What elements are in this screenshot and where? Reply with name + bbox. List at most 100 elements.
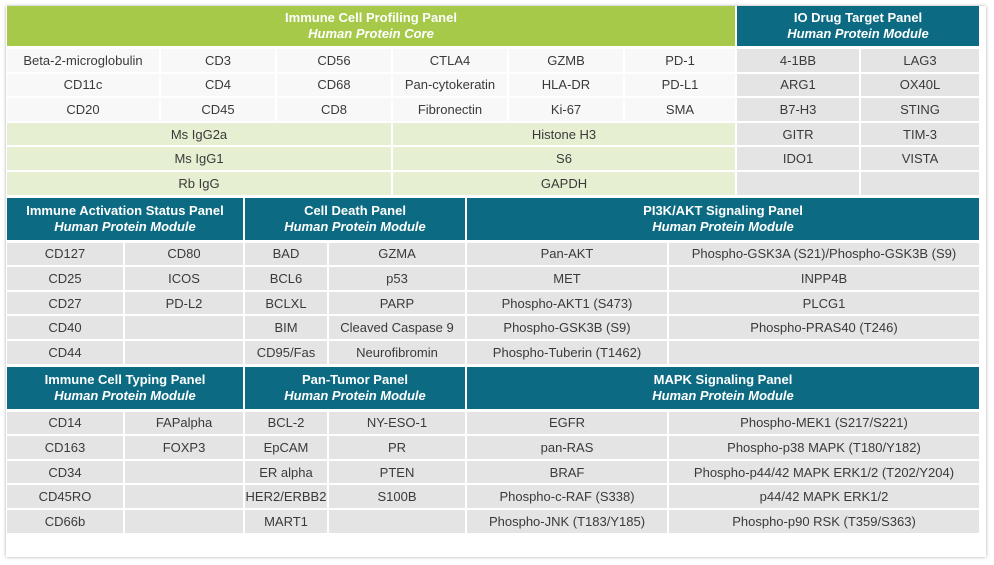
io-drug-cell: IDO1 [737,147,859,170]
immune-typing-header-subtitle: Human Protein Module [54,387,196,403]
panel-table: Immune Cell Profiling Panel Human Protein… [6,6,986,557]
profiling-marker-cell: Beta-2-microglobulin [7,49,159,72]
mapk-cell: Phospho-p90 RSK (T359/S363) [669,510,979,533]
cell-death-cell: BAD [245,242,327,266]
profiling-marker-cell: GZMB [509,49,623,72]
immune-activation-header-subtitle: Human Protein Module [54,218,196,234]
immune-activation-cell [125,341,243,364]
immune-typing-header-title: Immune Cell Typing Panel [44,371,206,387]
immune-typing-cell: CD45RO [7,485,123,508]
profiling-marker-cell: PD-L1 [625,73,735,97]
pan-tumor-cell: EpCAM [245,436,327,459]
immune-activation-cell: CD25 [7,267,123,290]
immune-activation-header: Immune Activation Status Panel Human Prot… [7,197,243,240]
profiling-marker-cell: CD68 [277,73,391,97]
profiling-control-cell: Ms IgG2a [7,122,391,146]
pi3k-akt-cell: Phospho-GSK3B (S9) [467,316,667,339]
profiling-marker-cell: Pan-cytokeratin [393,73,507,97]
pi3k-akt-cell: Phospho-GSK3A (S21)/Phospho-GSK3B (S9) [669,242,979,266]
mapk-cell: p44/42 MAPK ERK1/2 [669,485,979,508]
profiling-marker-cell: CD3 [161,49,275,72]
cell-death-cell: GZMA [329,242,465,266]
pan-tumor-cell: HER2/ERBB2 [245,485,327,508]
immune-typing-cell: CD14 [7,411,123,435]
immune-activation-cell: CD80 [125,242,243,266]
immune-activation-cell: CD127 [7,242,123,266]
cell-death-cell: BCLXL [245,291,327,315]
pan-tumor-header-title: Pan-Tumor Panel [302,371,408,387]
profiling-marker-cell: CD56 [277,49,391,72]
io-drug-empty-cell [861,172,979,195]
immune-activation-cell: PD-L2 [125,291,243,315]
immune-typing-cell: CD163 [7,436,123,459]
pi3k-akt-cell: Phospho-AKT1 (S473) [467,291,667,315]
profiling-marker-cell: PD-1 [625,49,735,72]
profiling-marker-cell: Fibronectin [393,98,507,121]
io-drug-cell: 4-1BB [737,49,859,72]
pan-tumor-cell: MART1 [245,510,327,533]
immune-typing-cell: CD66b [7,510,123,533]
mapk-cell: Phospho-MEK1 (S217/S221) [669,411,979,435]
io-drug-header: IO Drug Target Panel Human Protein Module [737,6,979,46]
profiling-marker-cell: SMA [625,98,735,121]
immune-typing-cell: FOXP3 [125,436,243,459]
profiling-marker-cell: CD11c [7,73,159,97]
profiling-marker-cell: CD45 [161,98,275,121]
pi3k-akt-cell: INPP4B [669,267,979,290]
io-drug-cell: STING [861,98,979,121]
immune-activation-cell: CD27 [7,291,123,315]
profiling-marker-cell: CD4 [161,73,275,97]
profiling-control-cell: GAPDH [393,172,735,195]
profiling-marker-cell: CTLA4 [393,49,507,72]
pan-tumor-cell: NY-ESO-1 [329,411,465,435]
pan-tumor-cell: BCL-2 [245,411,327,435]
pi3k-akt-cell: MET [467,267,667,290]
cell-death-cell: PARP [329,291,465,315]
io-drug-cell: OX40L [861,73,979,97]
immune-activation-cell: CD40 [7,316,123,339]
io-drug-cell: TIM-3 [861,122,979,146]
pan-tumor-cell [329,510,465,533]
profiling-control-cell: Ms IgG1 [7,147,391,170]
immune-activation-cell: ICOS [125,267,243,290]
io-drug-cell: LAG3 [861,49,979,72]
io-drug-cell: ARG1 [737,73,859,97]
immune-typing-cell [125,510,243,533]
io-drug-header-subtitle: Human Protein Module [787,26,929,41]
profiling-marker-cell: HLA-DR [509,73,623,97]
immune-profiling-header-title: Immune Cell Profiling Panel [285,10,457,25]
mapk-cell: pan-RAS [467,436,667,459]
profiling-marker-cell: CD8 [277,98,391,121]
mapk-cell: BRAF [467,460,667,484]
immune-activation-cell: CD44 [7,341,123,364]
mapk-header: MAPK Signaling Panel Human Protein Module [467,366,979,409]
pan-tumor-cell: S100B [329,485,465,508]
cell-death-cell: p53 [329,267,465,290]
pi3k-akt-header: PI3K/AKT Signaling Panel Human Protein Mo… [467,197,979,240]
immune-profiling-header: Immune Cell Profiling Panel Human Protein… [7,6,735,46]
immune-profiling-header-subtitle: Human Protein Core [308,26,434,41]
profiling-control-cell: Histone H3 [393,122,735,146]
cell-death-header-subtitle: Human Protein Module [284,218,426,234]
cell-death-cell: BCL6 [245,267,327,290]
pi3k-akt-cell: Phospho-Tuberin (T1462) [467,341,667,364]
cell-death-cell: BIM [245,316,327,339]
io-drug-cell: GITR [737,122,859,146]
pi3k-akt-cell: Phospho-PRAS40 (T246) [669,316,979,339]
io-drug-cell: VISTA [861,147,979,170]
profiling-marker-cell: CD20 [7,98,159,121]
pan-tumor-cell: ER alpha [245,460,327,484]
pi3k-akt-cell [669,341,979,364]
mapk-header-subtitle: Human Protein Module [652,387,794,403]
profiling-marker-cell: Ki-67 [509,98,623,121]
immune-typing-cell [125,460,243,484]
pan-tumor-cell: PR [329,436,465,459]
immune-activation-cell [125,316,243,339]
pan-tumor-header-subtitle: Human Protein Module [284,387,426,403]
io-drug-header-title: IO Drug Target Panel [793,10,923,25]
pi3k-akt-cell: Pan-AKT [467,242,667,266]
mapk-cell: EGFR [467,411,667,435]
immune-typing-cell: CD34 [7,460,123,484]
immune-typing-header: Immune Cell Typing Panel Human Protein Mo… [7,366,243,409]
pan-tumor-cell: PTEN [329,460,465,484]
